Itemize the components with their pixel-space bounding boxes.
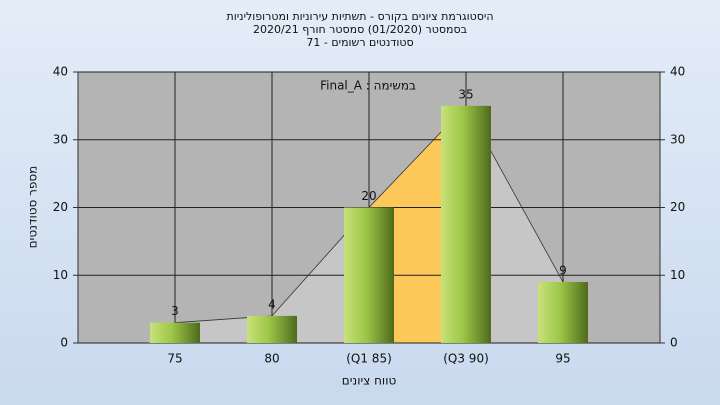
- value-label: 3: [171, 304, 179, 318]
- x-tick-label: 80: [264, 352, 279, 366]
- x-tick-label: (Q3 90): [443, 352, 489, 366]
- value-label: 9: [559, 264, 567, 278]
- y2-tick-label: 20: [670, 200, 685, 214]
- annotation: Final_A : במשימה: [320, 79, 416, 93]
- bar: [441, 105, 491, 343]
- y2-tick-label: 40: [670, 65, 685, 79]
- value-label: 35: [458, 87, 473, 101]
- x-tick-label: (Q1 85): [346, 352, 392, 366]
- bar: [344, 207, 394, 343]
- y-tick-label: 40: [53, 65, 68, 79]
- y2-tick-label: 30: [670, 132, 685, 146]
- y-tick-label: 20: [53, 200, 68, 214]
- value-label: 20: [361, 189, 376, 203]
- x-axis-label: טווח ציונים: [342, 374, 397, 388]
- chart-subtitle: סטודנטים רשומים - 71: [306, 36, 413, 49]
- y2-tick-label: 10: [670, 268, 685, 282]
- chart-subtitle: בסמסטר (01/2020) סמסטר חורף 2020/21: [253, 23, 467, 36]
- y-axis-label: מספר סטודנטים: [26, 166, 40, 249]
- x-tick-label: 75: [167, 352, 182, 366]
- y-tick-label: 0: [60, 336, 68, 350]
- bar: [247, 315, 297, 343]
- y-tick-label: 30: [53, 132, 68, 146]
- bar: [538, 282, 588, 343]
- x-tick-label: 95: [555, 352, 570, 366]
- chart-title: היסטוגרמת ציונים בקורס - תשתיות עירוניות…: [226, 10, 493, 23]
- value-label: 4: [268, 297, 276, 311]
- y2-tick-label: 0: [670, 336, 678, 350]
- bar: [150, 322, 200, 343]
- y-tick-label: 10: [53, 268, 68, 282]
